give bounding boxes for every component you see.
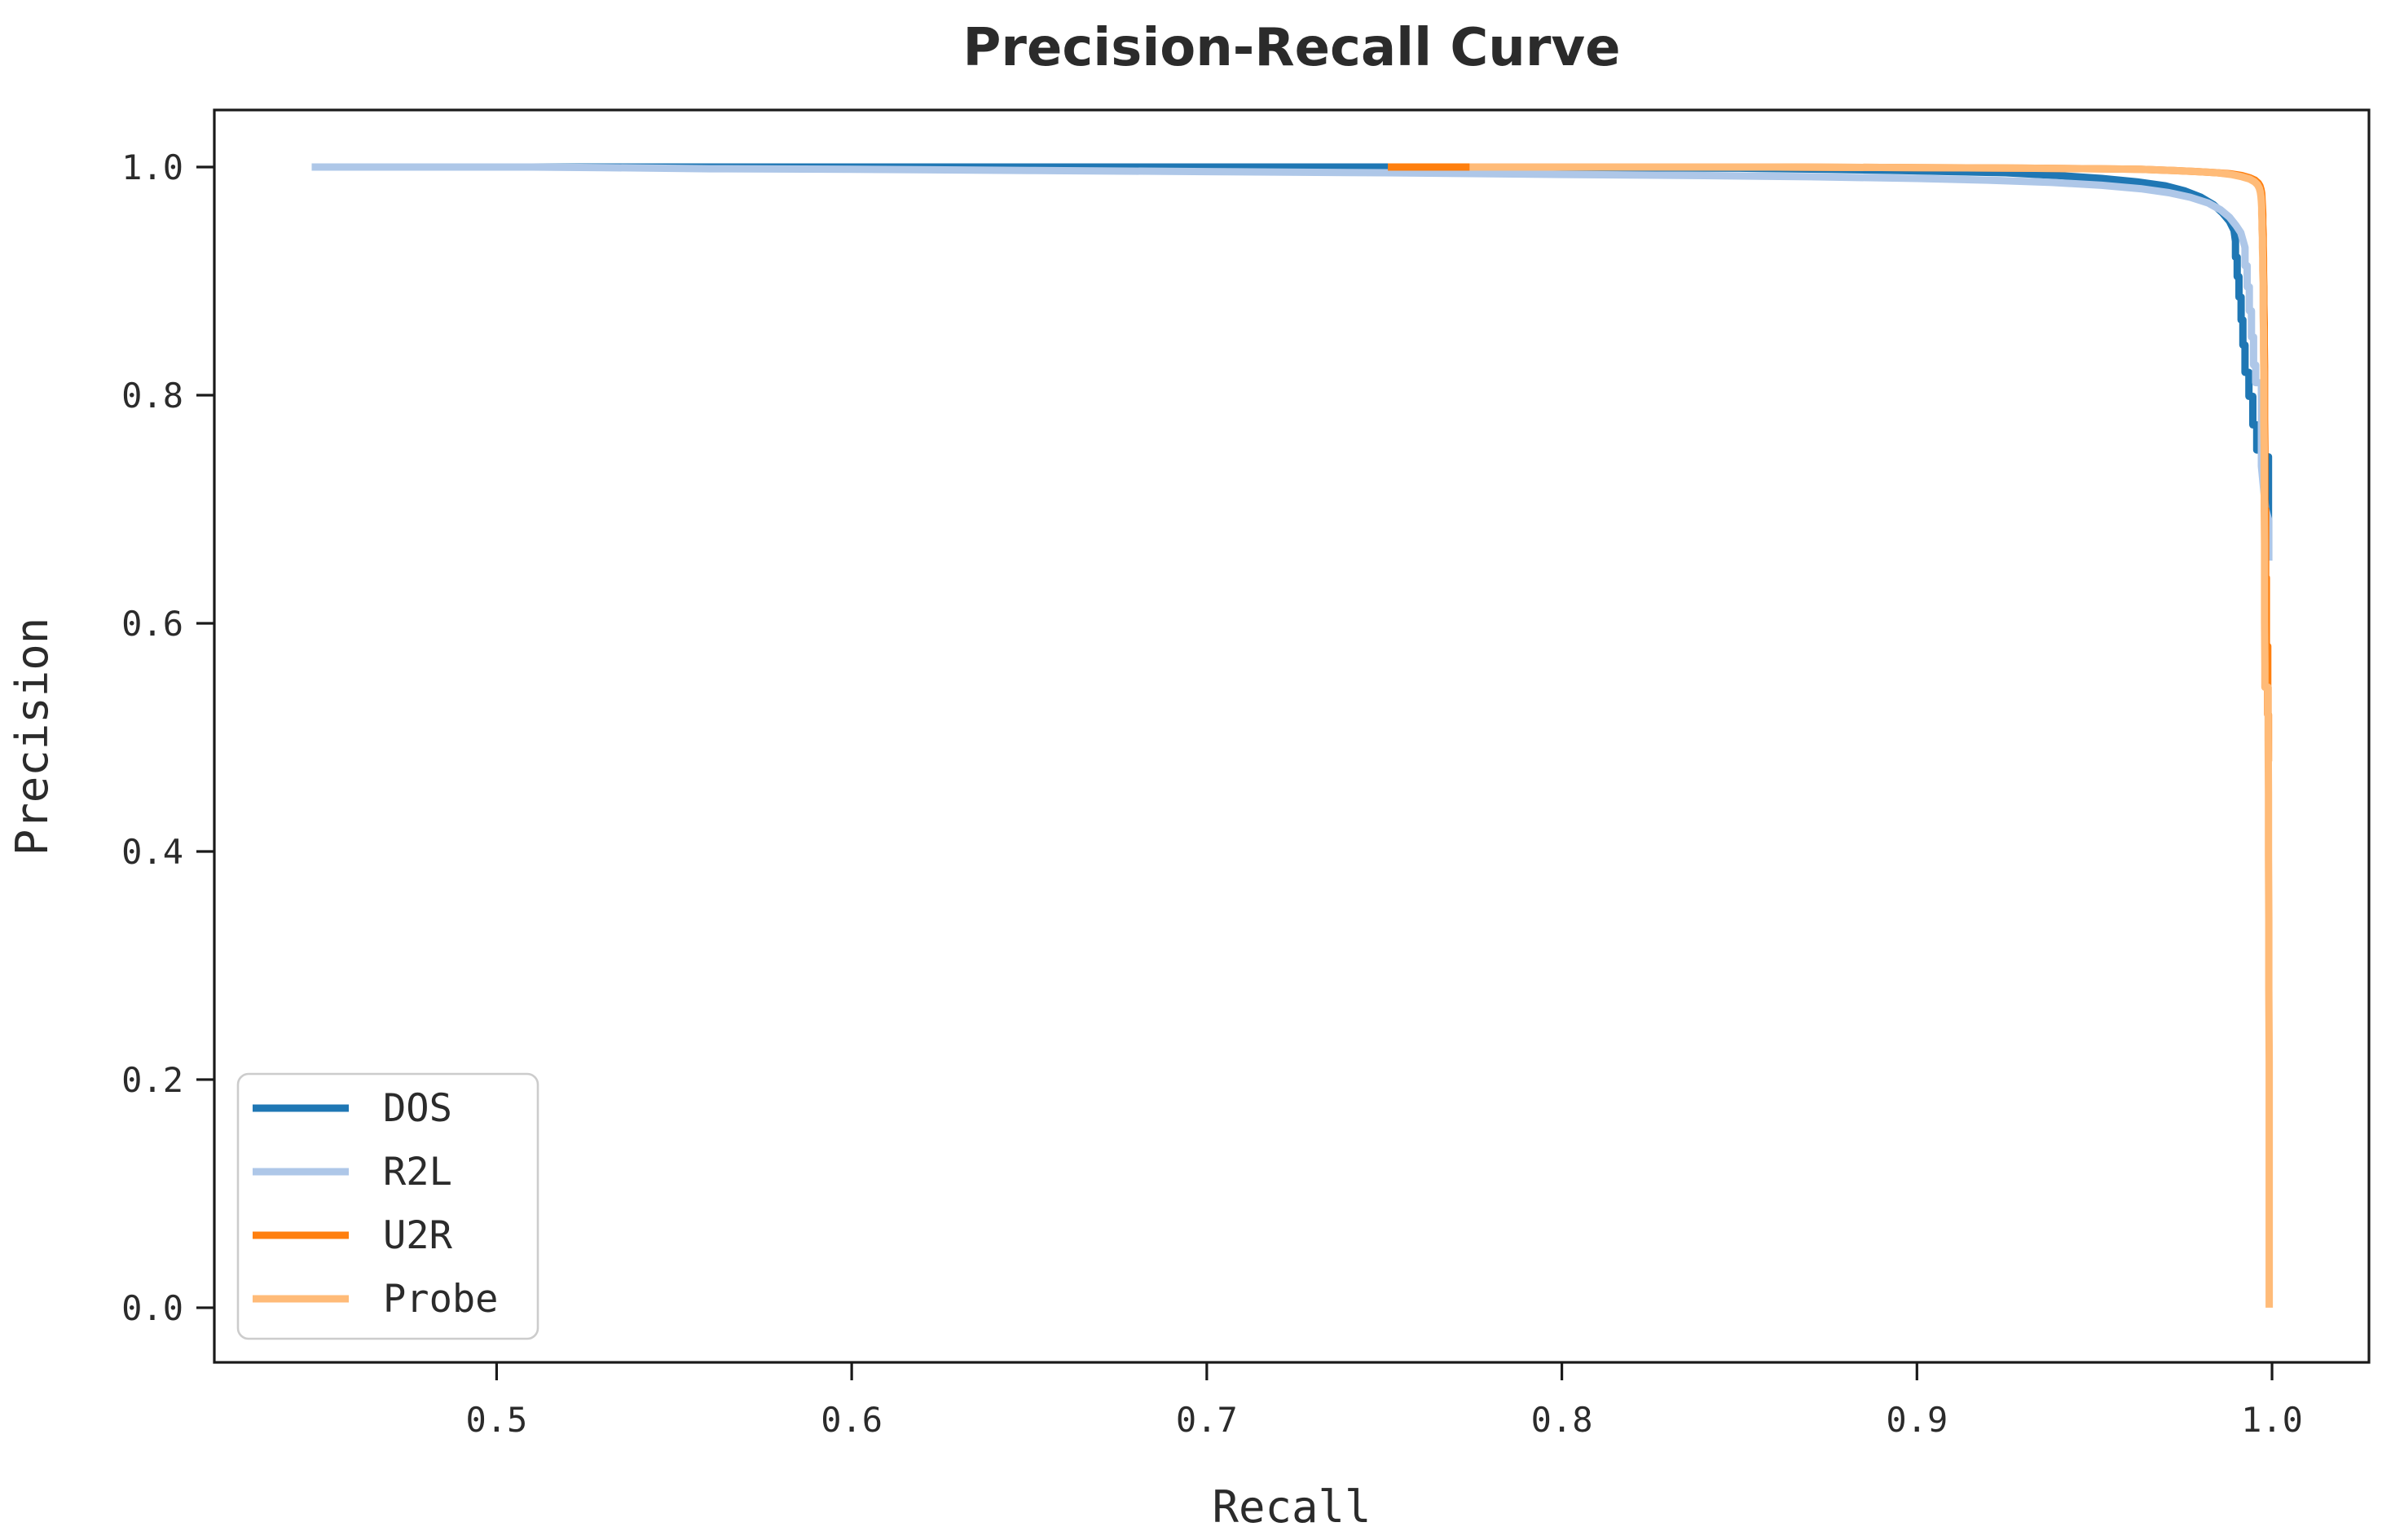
- y-tick-label: 0.4: [121, 832, 183, 872]
- x-tick-label: 0.8: [1531, 1400, 1593, 1440]
- legend-label-probe: Probe: [383, 1277, 498, 1322]
- y-tick-label: 0.2: [121, 1060, 183, 1100]
- y-axis-label: Precision: [7, 618, 58, 856]
- series-layer: [311, 163, 2274, 1308]
- y-tick-label: 0.8: [121, 376, 183, 416]
- x-tick-label: 0.9: [1886, 1400, 1948, 1440]
- series-line-probe: [1469, 163, 2274, 1308]
- plot-spines: [213, 108, 2371, 1364]
- legend-label-r2l: R2L: [383, 1150, 452, 1195]
- series-line-r2l: [311, 163, 2273, 561]
- x-tick-label: 0.7: [1176, 1400, 1238, 1440]
- legend-label-dos: DOS: [383, 1086, 452, 1131]
- series-line-u2r: [1388, 163, 2273, 762]
- y-tick-label: 0.0: [121, 1288, 183, 1328]
- series-line-dos: [311, 163, 2273, 521]
- chart-title: Precision-Recall Curve: [962, 18, 1620, 78]
- x-tick-label: 0.6: [821, 1400, 883, 1440]
- x-axis-label: Recall: [1212, 1481, 1371, 1533]
- x-tick-label: 1.0: [2241, 1400, 2303, 1440]
- legend: DOS R2L U2R Probe: [236, 1072, 539, 1340]
- x-tick-label: 0.5: [465, 1400, 527, 1440]
- legend-frame: [236, 1072, 539, 1340]
- axes-layer: 0.5 0.6 0.7 0.8 0.9 1.0 0.0 0.2 0.4 0.6 0.8 1.0: [121, 108, 2371, 1440]
- y-tick-label: 0.6: [121, 604, 183, 644]
- y-tick-label: 1.0: [121, 147, 183, 187]
- legend-label-u2r: U2R: [383, 1213, 453, 1258]
